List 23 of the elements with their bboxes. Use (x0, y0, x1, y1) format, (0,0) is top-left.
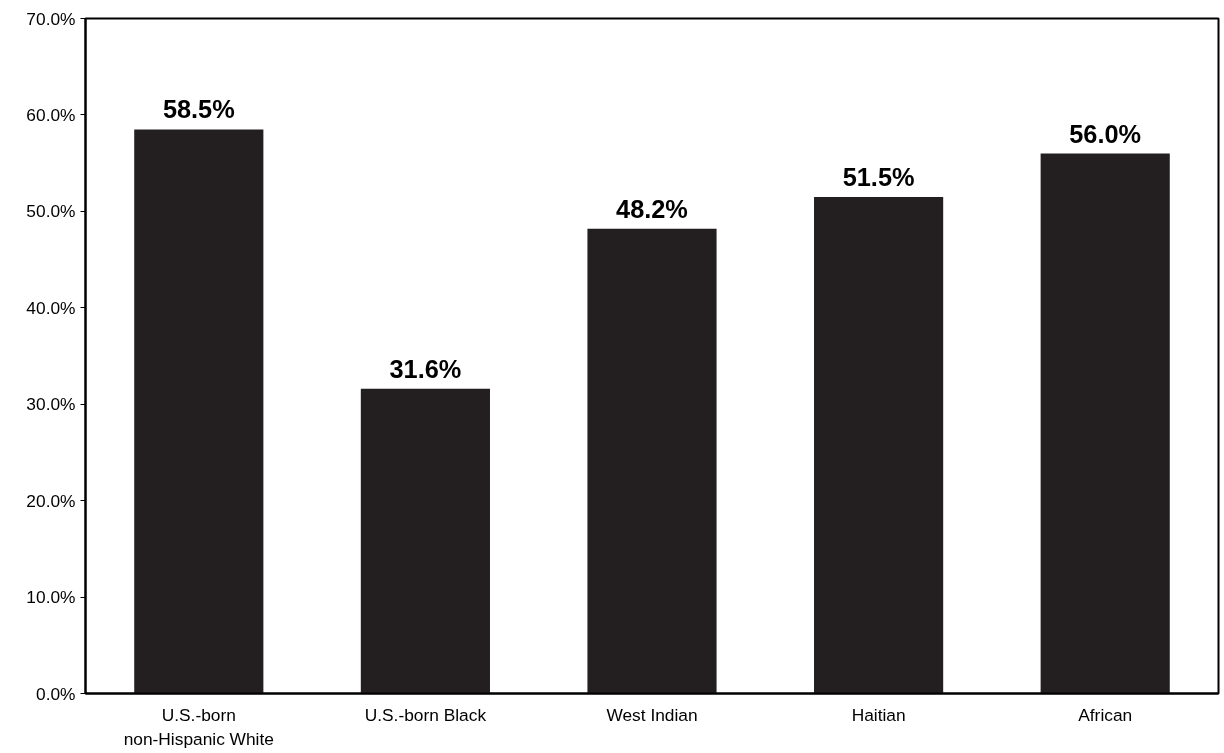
bar (134, 129, 264, 694)
y-tick-label: 0.0% (36, 683, 76, 704)
y-tick-label: 50.0% (26, 201, 76, 222)
data-label: 58.5% (162, 95, 235, 124)
y-tick-label: 10.0% (26, 587, 76, 608)
x-tick-label: Haitian (851, 704, 906, 725)
data-label: 48.2% (616, 194, 688, 223)
y-tick-label: 70.0% (26, 8, 76, 29)
y-tick-label: 30.0% (26, 394, 76, 415)
data-label: 31.6% (389, 354, 462, 383)
y-tick-label: 60.0% (26, 104, 76, 125)
bar (587, 228, 717, 694)
x-tick-label: U.S.-born Black (364, 704, 487, 725)
data-label: 51.5% (842, 162, 915, 191)
y-tick-label: 40.0% (26, 297, 76, 318)
x-tick-label: West Indian (606, 704, 698, 725)
bar (814, 196, 944, 694)
x-tick-label: U.S.-born non-Hispanic White (123, 704, 274, 749)
bar (1040, 153, 1170, 694)
bar (360, 388, 490, 694)
y-tick-label: 20.0% (26, 490, 76, 511)
data-label: 56.0% (1069, 119, 1142, 148)
x-tick-label: African (1078, 704, 1133, 725)
